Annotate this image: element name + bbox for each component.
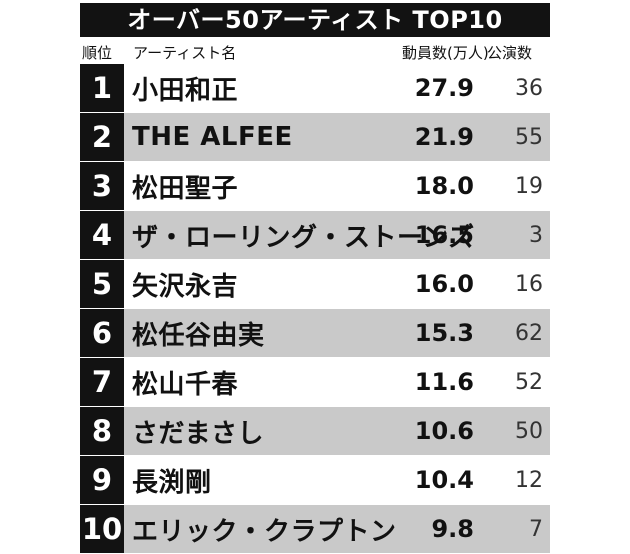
shows-value: 7 (529, 516, 543, 542)
rank-badge: 5 (80, 259, 124, 309)
mobilization-value: 10.6 (414, 417, 474, 446)
rank-badge: 8 (80, 406, 124, 456)
mobilization-value: 10.4 (414, 466, 474, 495)
shows-value: 19 (515, 173, 543, 199)
shows-value: 12 (515, 467, 543, 493)
shows-value: 52 (515, 369, 543, 395)
shows-value: 50 (515, 418, 543, 444)
table-row: 5 矢沢永吉 16.0 16 (80, 259, 550, 309)
artist-name: 長渕剛 (132, 467, 212, 498)
artist-name: 松山千春 (132, 369, 239, 400)
table-row: 2 THE ALFEE 21.9 55 (80, 112, 550, 162)
mobilization-value: 15.3 (414, 319, 474, 348)
artist-name: エリック・クラプトン (132, 516, 397, 547)
shows-value: 3 (529, 222, 543, 248)
table-row: 9 長渕剛 10.4 12 (80, 455, 550, 505)
artist-name: 松田聖子 (132, 173, 239, 204)
rank-badge: 6 (80, 308, 124, 358)
shows-value: 55 (515, 124, 543, 150)
shows-value: 16 (515, 271, 543, 297)
table-row: 10 エリック・クラプトン 9.8 7 (80, 504, 550, 554)
mobilization-value: 18.0 (414, 172, 474, 201)
artist-name: 矢沢永吉 (132, 271, 239, 302)
table-row: 3 松田聖子 18.0 19 (80, 161, 550, 211)
artist-name: ザ・ローリング・ストーンズ (132, 222, 475, 253)
mobilization-value: 9.8 (431, 515, 474, 544)
mobilization-value: 27.9 (414, 74, 474, 103)
rank-badge: 9 (80, 455, 124, 505)
table-row: 1 小田和正 27.9 36 (80, 64, 550, 113)
artist-name: 小田和正 (132, 75, 239, 106)
table-title: オーバー50アーティスト TOP10 (80, 3, 550, 37)
header-rank: 順位 (82, 44, 113, 62)
shows-value: 62 (515, 320, 543, 346)
header-mobilization: 動員数(万人) (402, 44, 489, 62)
mobilization-value: 16.0 (414, 270, 474, 299)
column-headers: 順位 アーティスト名 動員数(万人) 公演数 (80, 37, 550, 64)
rank-badge: 3 (80, 161, 124, 211)
mobilization-value: 16.5 (414, 221, 474, 250)
ranking-table: オーバー50アーティスト TOP10 順位 アーティスト名 動員数(万人) 公演… (80, 3, 550, 554)
table-row: 6 松任谷由実 15.3 62 (80, 308, 550, 358)
artist-name: さだまさし (132, 418, 264, 449)
header-artist: アーティスト名 (133, 44, 237, 62)
rank-badge: 2 (80, 112, 124, 162)
mobilization-value: 21.9 (414, 123, 474, 152)
table-row: 7 松山千春 11.6 52 (80, 357, 550, 407)
mobilization-value: 11.6 (414, 368, 474, 397)
rank-badge: 10 (80, 504, 124, 554)
artist-name: 松任谷由実 (132, 320, 265, 351)
rank-badge: 7 (80, 357, 124, 407)
rank-badge: 4 (80, 210, 124, 260)
rank-badge: 1 (80, 64, 124, 113)
table-row: 4 ザ・ローリング・ストーンズ 16.5 3 (80, 210, 550, 260)
artist-name: THE ALFEE (132, 122, 293, 153)
table-body: 1 小田和正 27.9 36 2 THE ALFEE 21.9 55 3 松田聖… (80, 64, 550, 554)
header-shows: 公演数 (487, 44, 533, 62)
shows-value: 36 (515, 75, 543, 101)
table-row: 8 さだまさし 10.6 50 (80, 406, 550, 456)
